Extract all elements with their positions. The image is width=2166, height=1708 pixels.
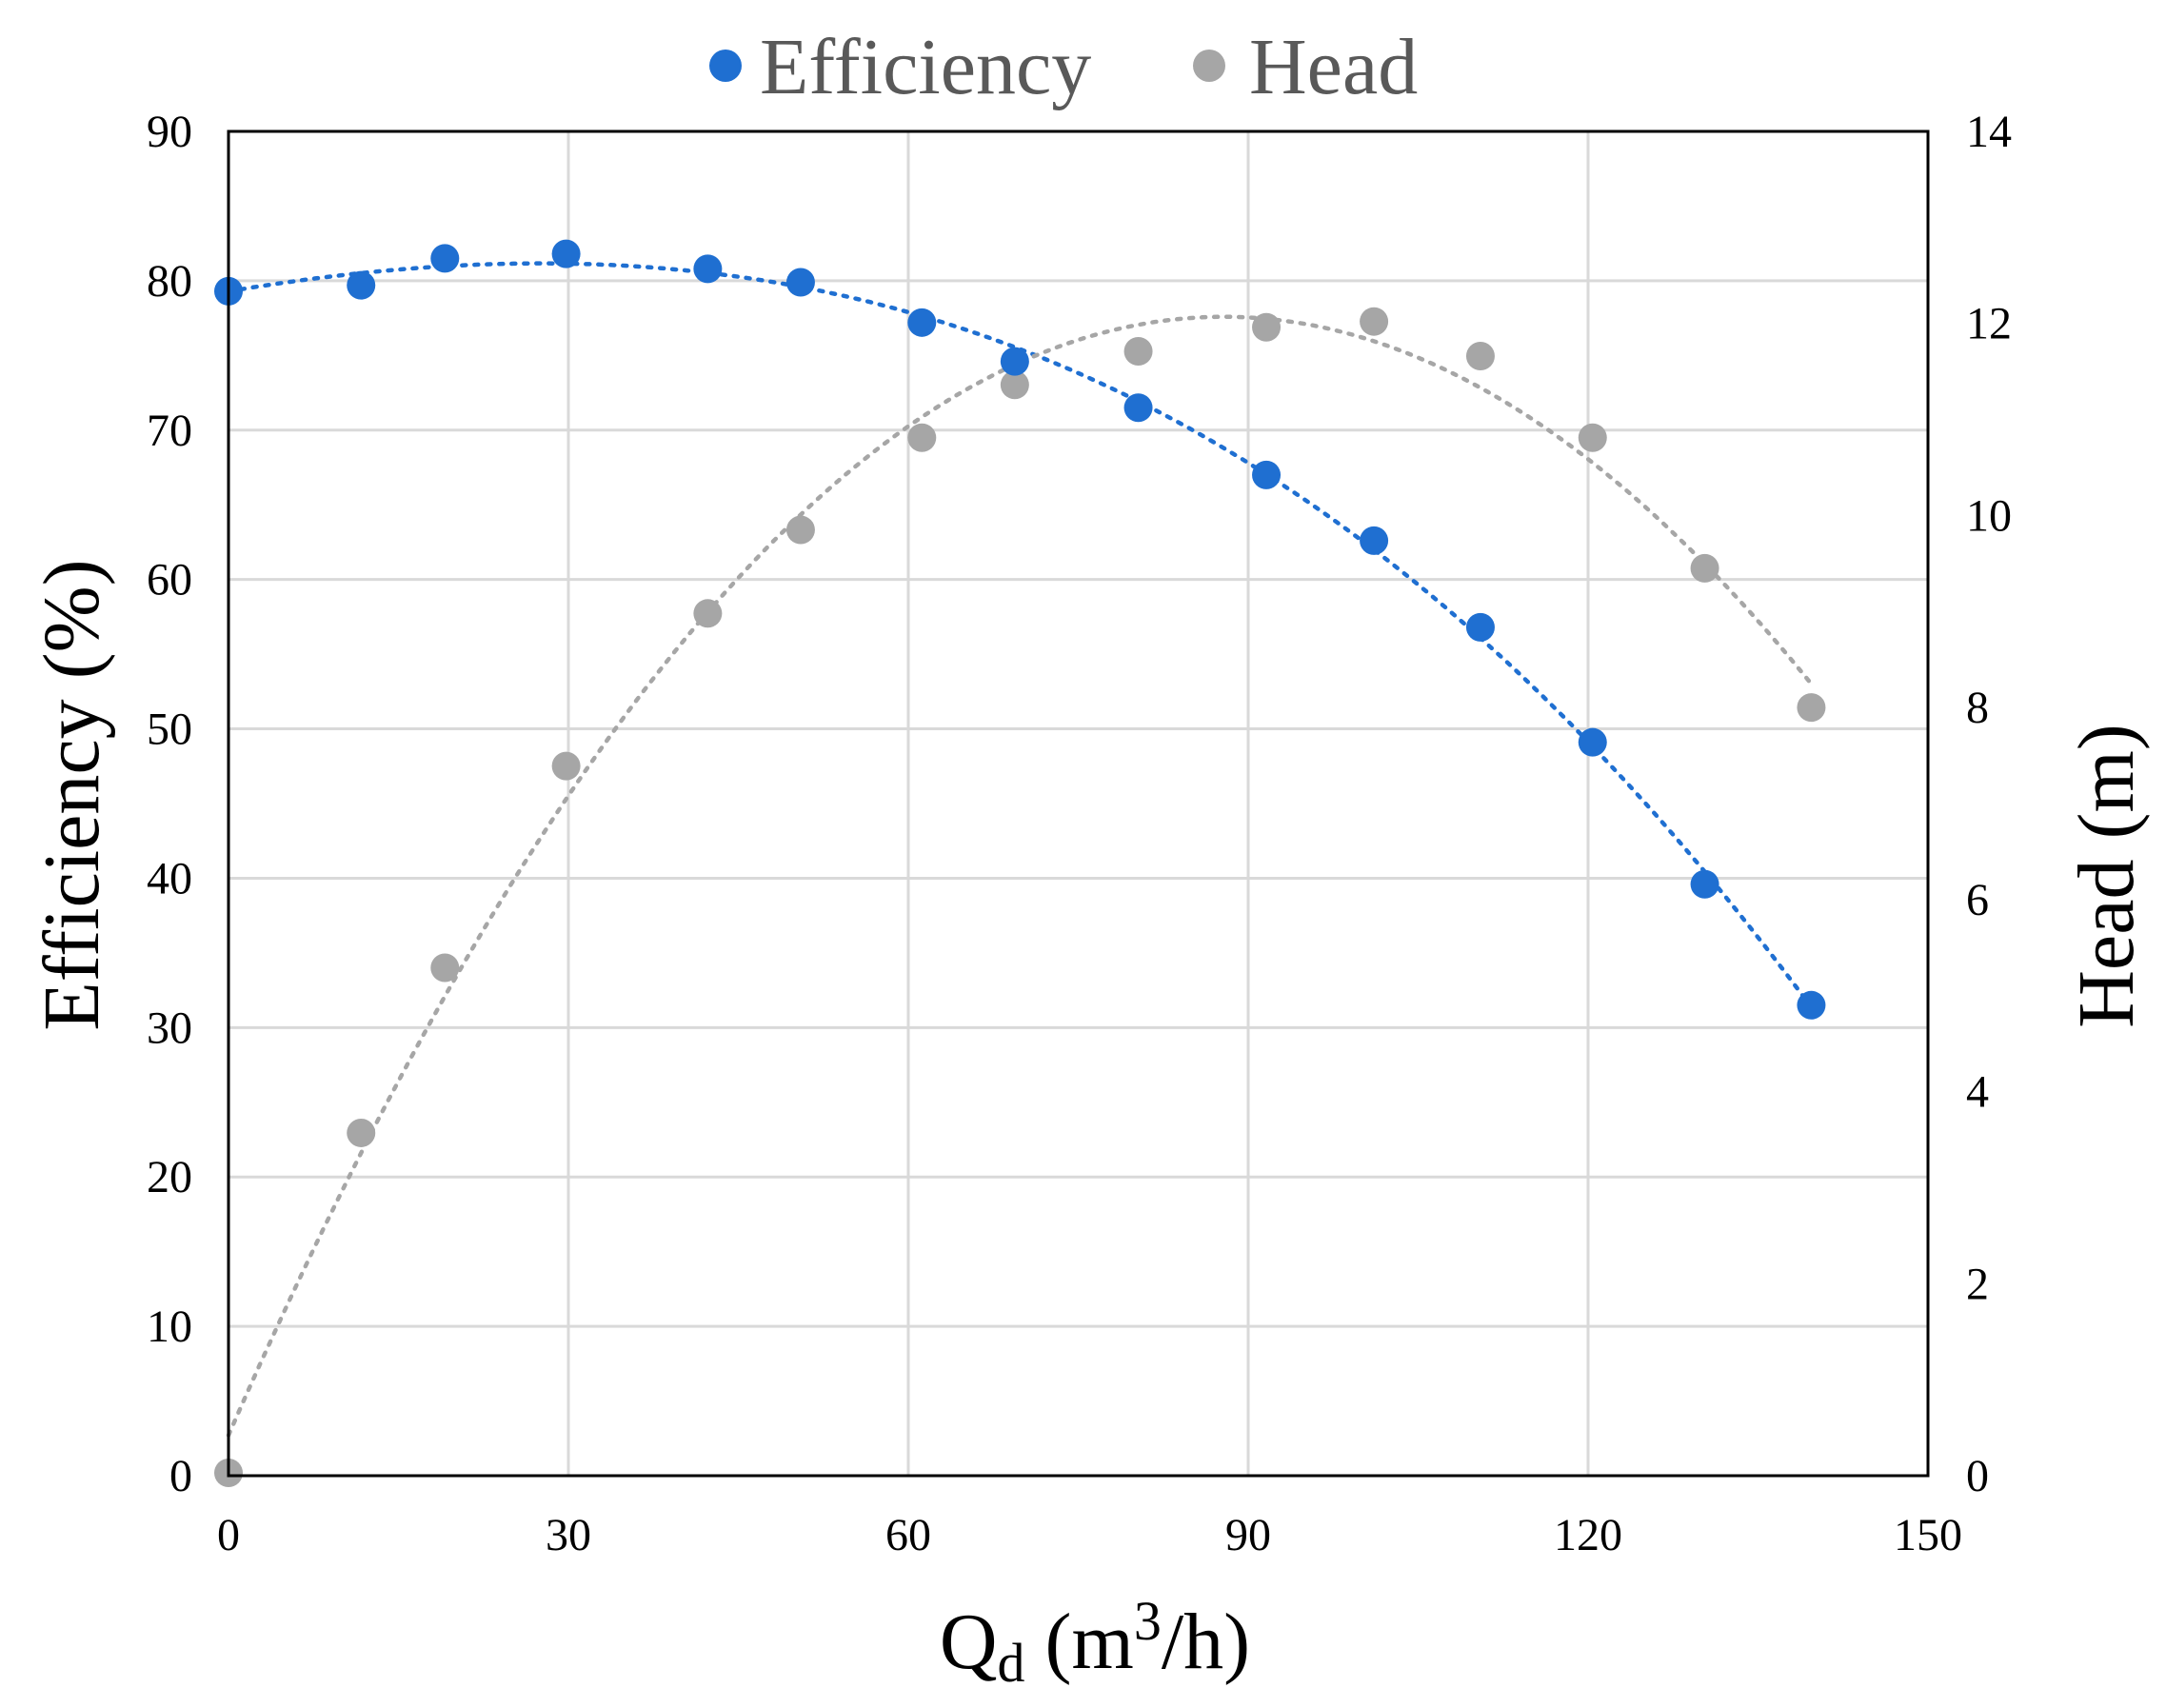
point-head (430, 953, 460, 983)
legend: Efficiency Head (709, 23, 1418, 111)
left-y-tick-label: 10 (147, 1301, 192, 1352)
point-efficiency (1690, 869, 1719, 899)
left-y-tick-label: 0 (169, 1451, 192, 1501)
point-efficiency (1360, 526, 1389, 555)
point-efficiency (1465, 612, 1495, 642)
left-y-tick-label: 90 (147, 107, 192, 157)
point-efficiency (693, 254, 723, 284)
point-efficiency (347, 270, 376, 300)
right-y-tick-label: 0 (1966, 1451, 1989, 1501)
point-efficiency (430, 244, 460, 273)
x-tick-label: 120 (1554, 1510, 1622, 1560)
legend-marker-head (1193, 50, 1225, 82)
x-axis-title-unit-open: (m (1025, 1598, 1134, 1686)
left-y-tick-label: 80 (147, 256, 192, 307)
right-y-tick-label: 10 (1966, 490, 2012, 541)
right-y-tick-label: 2 (1966, 1259, 1989, 1309)
point-head (693, 599, 723, 628)
right-y-tick-label: 4 (1966, 1067, 1989, 1118)
data-points (214, 239, 1826, 1487)
point-head (1252, 312, 1282, 342)
left-y-tick-label: 50 (147, 705, 192, 755)
point-head (907, 423, 937, 452)
point-efficiency (785, 268, 815, 297)
tick-labels: 0 30 60 90 120 150010203040506070809002468101… (147, 107, 2012, 1560)
plot-area-frame (227, 129, 1930, 1478)
right-axis-title: Head (m) (2062, 724, 2151, 1028)
left-y-tick-label: 30 (147, 1003, 192, 1053)
point-efficiency (551, 239, 581, 268)
gridlines (227, 129, 1930, 1478)
left-y-tick-label: 70 (147, 406, 192, 456)
point-head (347, 1118, 376, 1147)
right-y-tick-label: 8 (1966, 683, 1989, 733)
right-y-tick-label: 14 (1966, 107, 2012, 157)
point-efficiency (907, 308, 937, 337)
point-head (785, 515, 815, 545)
x-axis-title-unit-close: /h) (1162, 1598, 1250, 1686)
point-efficiency (1123, 393, 1153, 423)
trendlines (226, 261, 1814, 1438)
x-tick-label: 30 (546, 1510, 591, 1560)
trendline-head (226, 314, 1814, 1438)
right-y-tick-label: 12 (1966, 299, 2012, 349)
point-head (1360, 307, 1389, 336)
x-tick-label: 90 (1225, 1510, 1271, 1560)
x-axis-title: Qd (m3/h) (940, 1590, 1250, 1694)
legend-marker-efficiency (709, 50, 742, 82)
point-head (1690, 553, 1719, 583)
point-head (1123, 336, 1153, 366)
left-y-tick-label: 40 (147, 853, 192, 904)
right-y-tick-label: 6 (1966, 875, 1989, 925)
left-y-tick-label: 60 (147, 555, 192, 606)
point-efficiency (1000, 347, 1029, 376)
x-axis-title-subscript: d (998, 1632, 1025, 1694)
legend-label-efficiency: Efficiency (760, 23, 1091, 111)
point-efficiency (1797, 990, 1826, 1020)
x-tick-label: 0 (217, 1510, 240, 1560)
x-tick-label: 150 (1894, 1510, 1962, 1560)
x-axis-title-superscript: 3 (1134, 1590, 1162, 1652)
x-tick-label: 60 (885, 1510, 931, 1560)
x-axis-title-main: Q (940, 1598, 998, 1686)
left-axis-title: Efficiency (%) (28, 559, 116, 1030)
point-head (1000, 370, 1029, 400)
legend-label-head: Head (1249, 23, 1418, 111)
point-head (1465, 342, 1495, 371)
point-head (551, 751, 581, 781)
point-head (1578, 423, 1607, 452)
left-y-tick-label: 20 (147, 1152, 192, 1202)
point-head (1797, 693, 1826, 723)
point-efficiency (1578, 727, 1607, 757)
point-efficiency (1252, 460, 1282, 489)
